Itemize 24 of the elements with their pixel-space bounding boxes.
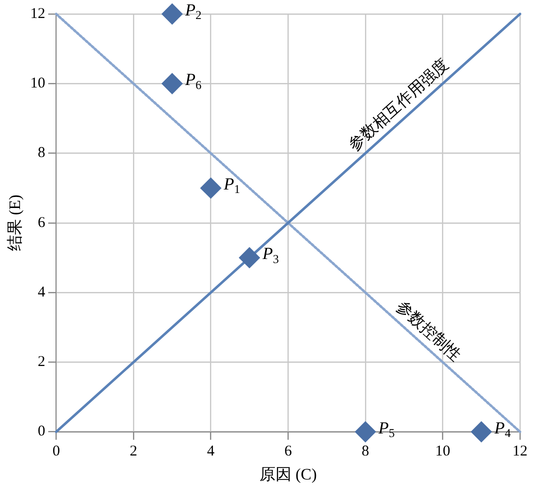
x-tick-label: 10: [435, 444, 450, 460]
y-tick-label: 10: [30, 76, 46, 92]
x-tick-label: 0: [52, 444, 60, 460]
x-tick-label: 8: [362, 444, 370, 460]
y-tick-label: 4: [38, 284, 46, 300]
y-tick-label: 0: [38, 424, 46, 440]
y-tick-label: 8: [38, 145, 46, 162]
point: [470, 421, 492, 442]
point: [354, 421, 376, 442]
annotation: 参数相互作用强度: [345, 55, 452, 154]
x-tick-label: 2: [130, 444, 138, 460]
point: [238, 247, 260, 268]
annotation: 参数控制性: [393, 298, 464, 364]
x-tick-label: 12: [512, 444, 528, 460]
point: [162, 73, 183, 94]
point: [200, 178, 222, 199]
x-axis-title: 原因 (C): [259, 466, 317, 484]
point: [162, 4, 183, 24]
y-tick-label: 6: [38, 214, 46, 231]
y-tick-label: 2: [38, 354, 46, 370]
y-axis-title: 结果 (E): [6, 194, 24, 252]
y-tick-label: 12: [30, 6, 46, 22]
x-tick-label: 6: [284, 444, 292, 460]
x-tick-label: 4: [207, 444, 216, 460]
